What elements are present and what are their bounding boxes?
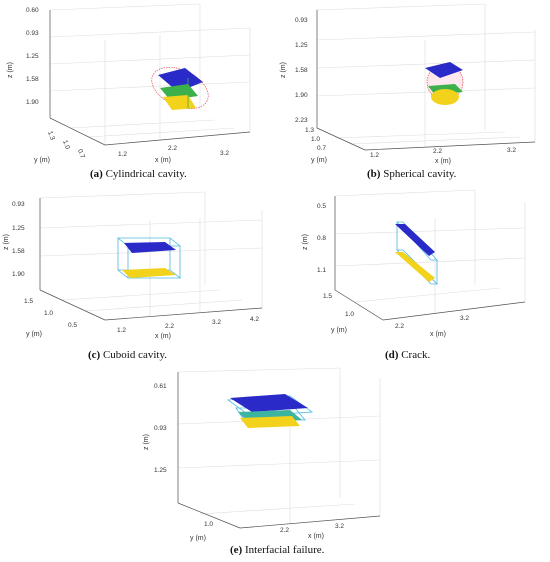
- bottom-surface: [395, 252, 435, 282]
- top-surface: [158, 68, 203, 92]
- x-tick: 3.2: [460, 315, 469, 322]
- y-tick: 0.7: [317, 145, 326, 152]
- bottom-surface: [431, 89, 459, 105]
- z-tick: 1.58: [12, 248, 25, 255]
- z-tick: 0.93: [154, 425, 167, 432]
- panel-d: 0.5 0.8 1.1 z (m) 1.5 1.0 y (m) 2.2 3.2 …: [275, 189, 550, 365]
- caption-text: Cylindrical cavity.: [105, 168, 187, 180]
- x-tick: 4.2: [250, 316, 259, 323]
- bottom-surface: [240, 416, 300, 428]
- x-tick: 1.2: [118, 151, 127, 158]
- z-tick: 2.23: [295, 117, 308, 124]
- x-tick: 3.2: [335, 523, 344, 530]
- x-tick: 1.2: [117, 327, 126, 334]
- caption-letter: (c): [88, 349, 101, 361]
- x-tick: 3.2: [212, 319, 221, 326]
- panel-a: 0.60 0.93 1.25 1.58 1.90 z (m) 1.3 1.0 0…: [0, 0, 275, 185]
- y-tick: 1.0: [345, 311, 354, 318]
- caption-text: Cuboid cavity.: [102, 349, 168, 361]
- z-axis-label: z (m): [143, 434, 150, 450]
- z-axis-label: z (m): [3, 234, 10, 250]
- z-tick: 1.58: [26, 76, 39, 83]
- z-axis-label: z (m): [280, 62, 287, 78]
- z-tick: 1.1: [317, 267, 326, 274]
- y-axis-label: y (m): [26, 331, 42, 338]
- z-tick: 0.93: [26, 30, 39, 37]
- caption-b: (b) Spherical cavity.: [367, 168, 456, 180]
- z-tick: 0.5: [317, 203, 326, 210]
- y-tick: 1.0: [311, 136, 320, 143]
- x-axis-label: x (m): [430, 331, 446, 338]
- y-axis-label: y (m): [34, 157, 50, 164]
- x-tick: 2.2: [433, 148, 442, 155]
- z-tick: 1.90: [12, 271, 25, 278]
- top-surface: [124, 242, 176, 253]
- y-tick: 0.7: [76, 148, 86, 159]
- panel-b-plot: 0.93 1.25 1.58 1.90 2.23 z (m) 1.3 1.0 0…: [280, 3, 536, 165]
- x-tick: 2.2: [168, 145, 177, 152]
- y-tick: 1.0: [61, 139, 71, 150]
- caption-letter: (d): [385, 349, 399, 361]
- bottom-surface: [163, 95, 196, 110]
- x-axis-label: x (m): [308, 533, 324, 540]
- x-tick: 2.2: [165, 323, 174, 330]
- caption-e: (e) Interfacial failure.: [230, 544, 324, 556]
- panel-c: 0.93 1.25 1.58 1.90 z (m) 1.5 1.0 0.5 y …: [0, 190, 275, 365]
- top-surface: [425, 62, 463, 78]
- z-tick: 0.60: [26, 7, 39, 14]
- top-surface: [395, 224, 435, 256]
- caption-text: Interfacial failure.: [244, 544, 325, 556]
- z-tick: 1.90: [295, 92, 308, 99]
- caption-text: Spherical cavity.: [383, 168, 457, 180]
- z-tick: 0.93: [12, 201, 25, 208]
- z-tick: 1.25: [12, 225, 25, 232]
- top-surface: [230, 394, 308, 412]
- x-tick: 2.2: [395, 323, 404, 330]
- panel-e: 0.61 0.93 1.25 z (m) 1.0 y (m) 2.2 3.2 x…: [140, 367, 410, 562]
- panel-b: 0.93 1.25 1.58 1.90 2.23 z (m) 1.3 1.0 0…: [275, 0, 550, 185]
- x-axis-label: x (m): [155, 333, 171, 340]
- y-tick: 1.3: [305, 127, 314, 134]
- caption-a: (a) Cylindrical cavity.: [90, 168, 187, 180]
- x-tick: 1.2: [370, 152, 379, 159]
- caption-text: Crack.: [401, 349, 431, 361]
- bottom-surface: [122, 268, 176, 278]
- y-tick: 1.5: [24, 298, 33, 305]
- y-axis-label: y (m): [331, 327, 347, 334]
- z-tick: 0.61: [154, 383, 167, 390]
- y-tick: 1.0: [204, 521, 213, 528]
- z-axis-label: z (m): [302, 234, 309, 250]
- z-tick: 1.25: [295, 42, 308, 49]
- panel-d-plot: 0.5 0.8 1.1 z (m) 1.5 1.0 y (m) 2.2 3.2 …: [302, 189, 526, 338]
- panel-c-plot: 0.93 1.25 1.58 1.90 z (m) 1.5 1.0 0.5 y …: [3, 191, 263, 340]
- caption-c: (c) Cuboid cavity.: [88, 349, 167, 361]
- caption-d: (d) Crack.: [385, 349, 430, 361]
- x-tick: 2.2: [280, 527, 289, 534]
- panel-a-plot: 0.60 0.93 1.25 1.58 1.90 z (m) 1.3 1.0 0…: [7, 3, 251, 164]
- z-tick: 1.25: [154, 467, 167, 474]
- z-axis-label: z (m): [7, 62, 14, 78]
- caption-letter: (a): [90, 168, 103, 180]
- caption-letter: (e): [230, 544, 243, 556]
- y-axis-label: y (m): [311, 157, 327, 164]
- x-tick: 3.2: [220, 150, 229, 157]
- y-tick: 0.5: [68, 322, 77, 329]
- panel-e-plot: 0.61 0.93 1.25 z (m) 1.0 y (m) 2.2 3.2 x…: [143, 367, 381, 542]
- z-tick: 1.90: [26, 99, 39, 106]
- caption-letter: (b): [367, 168, 381, 180]
- z-tick: 0.93: [295, 17, 308, 24]
- y-tick: 1.3: [46, 130, 56, 141]
- y-tick: 1.0: [44, 310, 53, 317]
- y-axis-label: y (m): [190, 535, 206, 542]
- x-axis-label: x (m): [155, 157, 171, 164]
- x-axis-label: x (m): [435, 158, 451, 165]
- y-tick: 1.5: [323, 293, 332, 300]
- z-tick: 1.58: [295, 67, 308, 74]
- x-tick: 3.2: [507, 147, 516, 154]
- z-tick: 1.25: [26, 53, 39, 60]
- z-tick: 0.8: [317, 235, 326, 242]
